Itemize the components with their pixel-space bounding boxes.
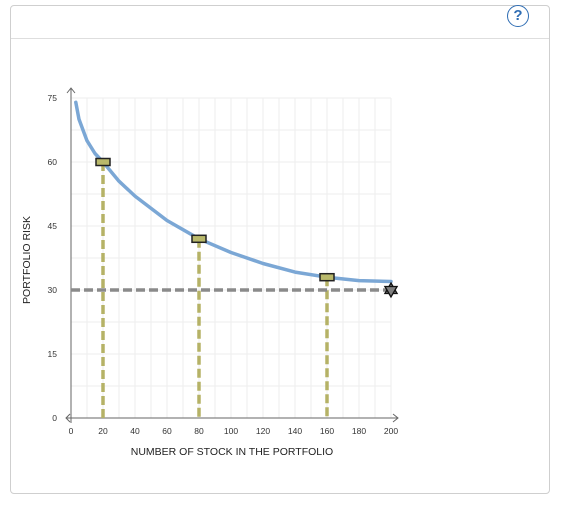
x-axis-title: NUMBER OF STOCK IN THE PORTFOLIO — [131, 446, 333, 458]
star-marker[interactable] — [383, 281, 399, 299]
x-tick-label: 0 — [69, 426, 74, 436]
x-tick-label: 40 — [130, 426, 140, 436]
vertical-dashed-lines — [101, 162, 329, 418]
point-marker[interactable] — [191, 234, 207, 244]
x-axis-left-arrow — [65, 413, 71, 423]
panel-header — [11, 6, 549, 39]
x-tick-label: 180 — [352, 426, 366, 436]
point-marker[interactable] — [319, 272, 335, 282]
tick-labels: 0 20 40 60 80 100 120 140 160 180 200 0 15 30 45 60 75 — [48, 93, 399, 436]
y-tick-label: 15 — [48, 349, 58, 359]
y-tick-label: 0 — [52, 413, 57, 423]
x-axis-arrow — [392, 413, 399, 423]
x-tick-label: 100 — [224, 426, 238, 436]
help-button[interactable]: ? — [507, 5, 529, 27]
y-axis-title: PORTFOLIO RISK — [21, 216, 33, 304]
x-tick-label: 160 — [320, 426, 334, 436]
x-tick-label: 20 — [98, 426, 108, 436]
y-tick-label: 60 — [48, 157, 58, 167]
x-tick-label: 60 — [162, 426, 172, 436]
point-marker[interactable] — [95, 157, 111, 167]
x-tick-label: 120 — [256, 426, 270, 436]
axes — [65, 87, 399, 423]
grid — [70, 97, 392, 419]
risk-curve — [74, 100, 393, 284]
y-axis-arrow — [66, 87, 76, 94]
y-tick-label: 45 — [48, 221, 58, 231]
risk-curve-line — [74, 100, 393, 284]
x-tick-label: 80 — [194, 426, 204, 436]
x-tick-label: 200 — [384, 426, 398, 436]
question-panel — [10, 5, 550, 494]
curve-markers[interactable] — [95, 157, 335, 282]
star-triangle-down[interactable] — [383, 285, 399, 299]
y-tick-label: 75 — [48, 93, 58, 103]
y-tick-label: 30 — [48, 285, 58, 295]
x-tick-label: 140 — [288, 426, 302, 436]
